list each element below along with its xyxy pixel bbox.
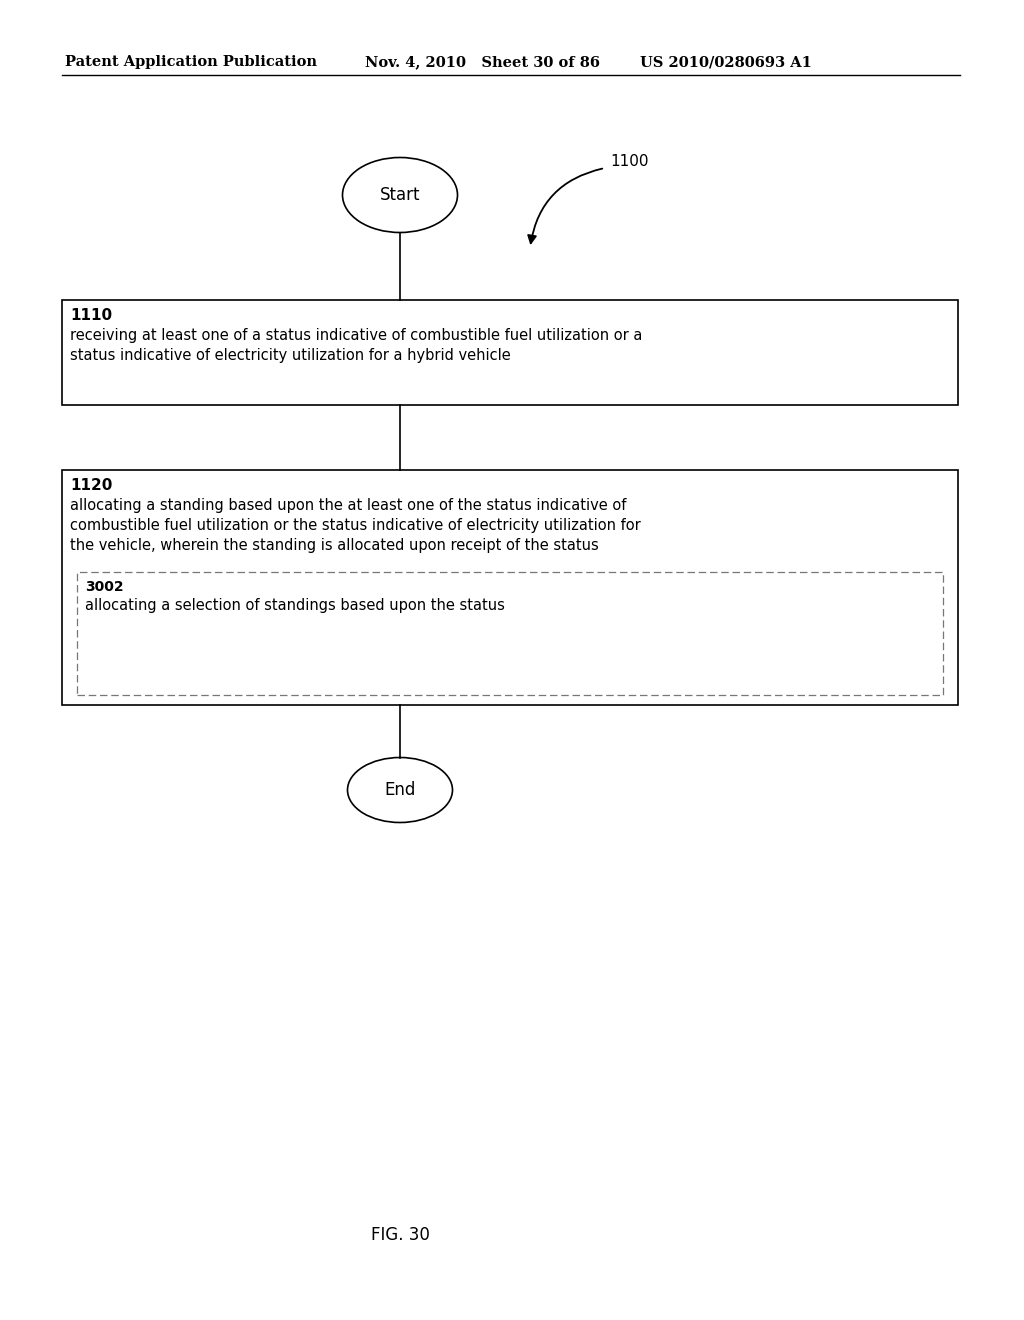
Text: receiving at least one of a status indicative of combustible fuel utilization or: receiving at least one of a status indic… xyxy=(70,327,642,363)
Text: 3002: 3002 xyxy=(85,579,124,594)
Text: 1100: 1100 xyxy=(610,154,648,169)
Text: Patent Application Publication: Patent Application Publication xyxy=(65,55,317,69)
Text: 1110: 1110 xyxy=(70,308,112,323)
FancyArrowPatch shape xyxy=(528,169,602,243)
Text: allocating a selection of standings based upon the status: allocating a selection of standings base… xyxy=(85,598,505,612)
Text: US 2010/0280693 A1: US 2010/0280693 A1 xyxy=(640,55,812,69)
Bar xyxy=(62,470,958,705)
Text: Nov. 4, 2010   Sheet 30 of 86: Nov. 4, 2010 Sheet 30 of 86 xyxy=(365,55,600,69)
Bar xyxy=(62,300,958,405)
Text: Start: Start xyxy=(380,186,420,205)
Bar xyxy=(77,572,943,696)
Text: End: End xyxy=(384,781,416,799)
Text: allocating a standing based upon the at least one of the status indicative of
co: allocating a standing based upon the at … xyxy=(70,498,641,553)
Text: FIG. 30: FIG. 30 xyxy=(371,1226,429,1243)
Text: 1120: 1120 xyxy=(70,478,113,492)
